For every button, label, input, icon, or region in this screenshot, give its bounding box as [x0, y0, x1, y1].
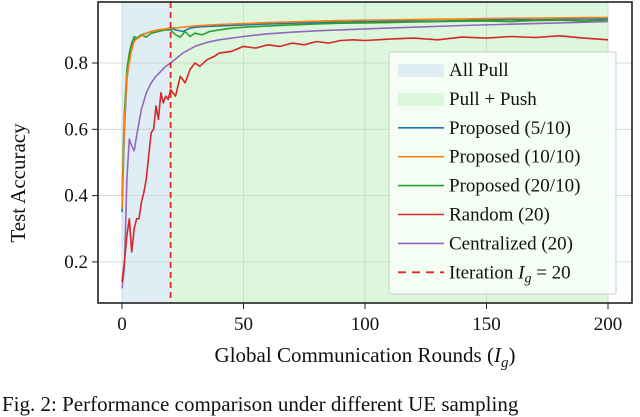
legend-box: [388, 51, 617, 295]
legend: All Pull Pull + Push Proposed (5/10) Propos…: [388, 51, 617, 295]
x-tick-label: 200: [594, 314, 623, 335]
series-proposed-20-10: [121, 19, 609, 196]
series-proposed-10-10: [121, 16, 608, 209]
legend-item-proposed-5-10: Proposed (5/10): [398, 118, 571, 139]
y-tick-label: 0.4: [64, 186, 88, 207]
x-tick-label: 50: [234, 314, 253, 335]
legend-label: Centralized (20): [449, 233, 573, 254]
legend-label: Random (20): [449, 205, 550, 226]
legend-label: Pull + Push: [449, 89, 537, 110]
legend-item-pull-push: Pull + Push: [398, 89, 537, 110]
y-tick-label: 0.2: [64, 252, 88, 273]
legend-label: Proposed (10/10): [449, 147, 580, 168]
legend-item-iteration-i-g-20: Iteration Ig = 20: [398, 262, 571, 286]
y-tick-label: 0.6: [64, 119, 88, 140]
legend-swatch: [398, 64, 444, 77]
legend-item-random-20: Random (20): [398, 205, 550, 226]
x-axis-label: Global Communication Rounds (Ig): [215, 343, 516, 371]
x-tick-label: 0: [117, 314, 127, 335]
y-axis-label: Test Accuracy: [6, 123, 30, 243]
series-layer: [121, 16, 609, 289]
legend-label: Iteration Ig = 20: [449, 262, 571, 286]
legend-item-proposed-20-10: Proposed (20/10): [398, 176, 580, 197]
x-tick-label: 150: [472, 314, 501, 335]
legend-item-all-pull: All Pull: [398, 60, 509, 81]
series-centralized-20: [121, 20, 609, 289]
y-axis-ticks: 0.2 0.4 0.6 0.8: [64, 53, 98, 273]
legend-label: Proposed (20/10): [449, 176, 580, 197]
figure-caption: Fig. 2: Performance comparison under dif…: [2, 392, 519, 416]
legend-swatch: [398, 92, 444, 106]
y-tick-label: 0.8: [64, 53, 88, 74]
x-axis-ticks: 0 50 100 150 200: [117, 303, 622, 335]
x-tick-label: 100: [351, 314, 380, 335]
series-random-20: [121, 34, 609, 282]
legend-item-proposed-10-10: Proposed (10/10): [398, 147, 580, 168]
legend-label: All Pull: [449, 60, 509, 81]
legend-item-centralized-20: Centralized (20): [398, 233, 573, 254]
legend-label: Proposed (5/10): [449, 118, 571, 139]
